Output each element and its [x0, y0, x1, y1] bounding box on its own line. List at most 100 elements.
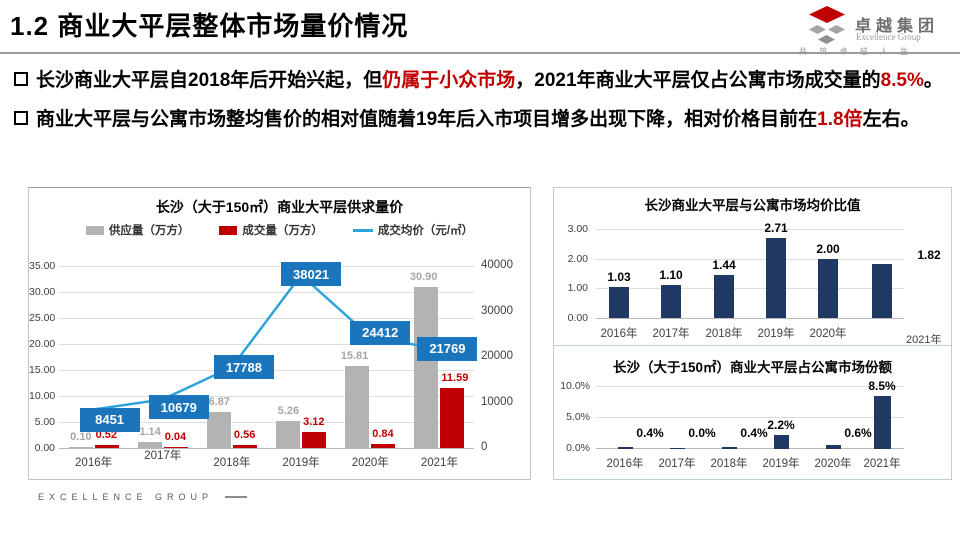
- legend-line-swatch-icon: [352, 228, 373, 232]
- footer-line: [225, 496, 248, 498]
- x-axis-label: 2018年: [710, 458, 748, 470]
- x-axis-label: 2020年: [351, 457, 389, 469]
- deal-value-label: 11.59: [441, 371, 469, 384]
- logo-company-name: 卓越集团: [855, 18, 940, 35]
- x-axis-label: 2017年: [652, 328, 690, 340]
- legend-item: 成交量（万方）: [219, 222, 323, 238]
- deal-bar: [94, 445, 119, 448]
- gridline: [596, 318, 904, 319]
- y-axis-tick-label: 20.00: [29, 338, 56, 350]
- x-axis-label: 2016年: [75, 457, 113, 469]
- x-axis-label: 2021年: [863, 458, 901, 470]
- body-text: 长沙商业大平层自2018年后开始兴起，但: [36, 70, 383, 91]
- ratio-value-label: 2.00: [816, 241, 840, 256]
- x-axis-label: 2017年: [144, 450, 182, 462]
- legend-label: 供应量（万方）: [108, 225, 190, 237]
- plot-area: 3.00 2.00 1.00 0.00 1.03 2016年 1.10 2017年 1.44 20…: [554, 188, 951, 346]
- share-bar: [773, 435, 789, 449]
- legend-item: 供应量（万方）: [85, 222, 190, 238]
- ratio-value-label: 1.03: [607, 270, 631, 285]
- supply-value-label: 15.81: [340, 349, 369, 362]
- y-axis-tick-label: 5.0%: [566, 411, 590, 423]
- legend-bar-swatch-icon: [219, 225, 238, 235]
- share-value-label: 0.4%: [740, 426, 768, 440]
- gridline: [59, 344, 474, 345]
- x-axis-label: 2019年: [762, 458, 800, 470]
- y-axis-tick-label: 35.00: [29, 260, 56, 272]
- deal-value-label: 0.52: [95, 429, 117, 442]
- supply-value-label: 5.26: [277, 404, 300, 417]
- x-axis-label: 2019年: [757, 328, 795, 340]
- ratio-bar: [818, 258, 838, 318]
- legend-item: 成交均价（元/㎡）: [352, 222, 473, 238]
- deal-value-label: 0.84: [372, 427, 394, 440]
- x-axis-label: 2020年: [809, 328, 847, 340]
- supply-bar: [276, 420, 301, 448]
- overflow-category-label: 2021年: [906, 334, 942, 346]
- price-callout: 17788: [213, 355, 274, 380]
- price-trend-line: [93, 273, 440, 411]
- price-callout: 38021: [281, 262, 342, 286]
- diamond-gray-icon: [809, 25, 826, 34]
- body-text: 。: [923, 70, 943, 91]
- legend-label: 成交量（万方）: [242, 225, 323, 237]
- gridline: [59, 396, 474, 397]
- highlighted-text: 1.8倍: [817, 108, 863, 130]
- share-bar: [721, 446, 737, 449]
- logo-slogan: 共 筑 卓 越 人 生: [799, 46, 955, 57]
- x-axis-label: 2019年: [282, 457, 320, 469]
- highlighted-text: 仍属于小众市场: [382, 70, 516, 91]
- plot-area: 10.0% 5.0% 0.0% 0.4% 2016年 0.0% 2017年 0.4% 2018年…: [554, 346, 951, 479]
- deal-bar: [371, 443, 396, 448]
- company-logo: 卓越集团 Excellence Group 共 筑 卓 越 人 生: [795, 4, 957, 56]
- deal-value-label: 3.12: [303, 415, 325, 428]
- supply-value-label: 30.90: [409, 271, 438, 284]
- gridline: [59, 318, 474, 319]
- ratio-value-label: 1.44: [712, 258, 736, 273]
- deal-value-label: 0.04: [164, 431, 187, 443]
- y-axis-tick-label: 5.00: [34, 416, 55, 428]
- diamond-red-icon: [809, 6, 845, 23]
- y-axis-tick-label: 10.0%: [560, 380, 590, 392]
- price-ratio-chart: 长沙商业大平层与公寓市场均价比值 3.00 2.00 1.00 0.00 1.03 201…: [553, 187, 952, 347]
- y-axis-tick-label: 25.00: [29, 312, 56, 324]
- ratio-value-label: 2.71: [764, 220, 788, 235]
- y-axis-tick-label: 0.0%: [566, 442, 590, 454]
- y-axis-tick-label: 30.00: [29, 286, 56, 298]
- excellence-diamond-logo-icon: [807, 6, 849, 46]
- supply-bar: [414, 287, 439, 448]
- share-bar: [617, 446, 633, 449]
- y-axis-tick-label: 15.00: [29, 364, 56, 376]
- price-callout: 8451: [79, 407, 140, 432]
- chart-legend: 供应量（万方） 成交量（万方） 成交均价（元/㎡）: [29, 222, 530, 238]
- share-bar: [825, 445, 841, 449]
- share-bar: [873, 396, 891, 449]
- y-axis-tick-label: 0.00: [34, 442, 55, 454]
- ratio-value-label: 1.10: [659, 268, 683, 283]
- footer-brand: EXCELLENCE GROUP: [38, 492, 214, 502]
- y-axis-tick-label: 10.00: [29, 390, 56, 402]
- price-callout: 10679: [148, 395, 209, 420]
- deal-bar: [163, 447, 188, 448]
- diamond-gray-icon: [828, 25, 845, 34]
- gridline: [596, 417, 904, 418]
- deal-bar: [440, 387, 465, 448]
- ratio-bar: [609, 287, 629, 318]
- gridline: [59, 266, 474, 267]
- bullet-text: 长沙商业大平层自2018年后开始兴起，但仍属于小众市场，2021年商业大平层仅占…: [36, 68, 943, 94]
- supply-bar: [137, 442, 162, 448]
- share-value-label: 0.6%: [844, 426, 872, 440]
- body-text: 左右。: [862, 108, 920, 130]
- price-callout: 24412: [350, 320, 411, 345]
- gridline: [596, 288, 904, 290]
- deal-value-label: 0.56: [233, 429, 256, 442]
- deal-bar: [232, 445, 257, 448]
- supply-demand-price-chart: 长沙（大于150㎡）商业大平层供求量价 供应量（万方） 成交量（万方） 成交均价（元…: [28, 187, 531, 480]
- gridline: [596, 229, 904, 230]
- x-axis-label: 2016年: [606, 458, 644, 470]
- share-value-label: 0.4%: [636, 426, 664, 440]
- price-callout: 21769: [417, 336, 478, 361]
- header-divider: [0, 52, 960, 54]
- x-axis-label: 2021年: [420, 457, 458, 469]
